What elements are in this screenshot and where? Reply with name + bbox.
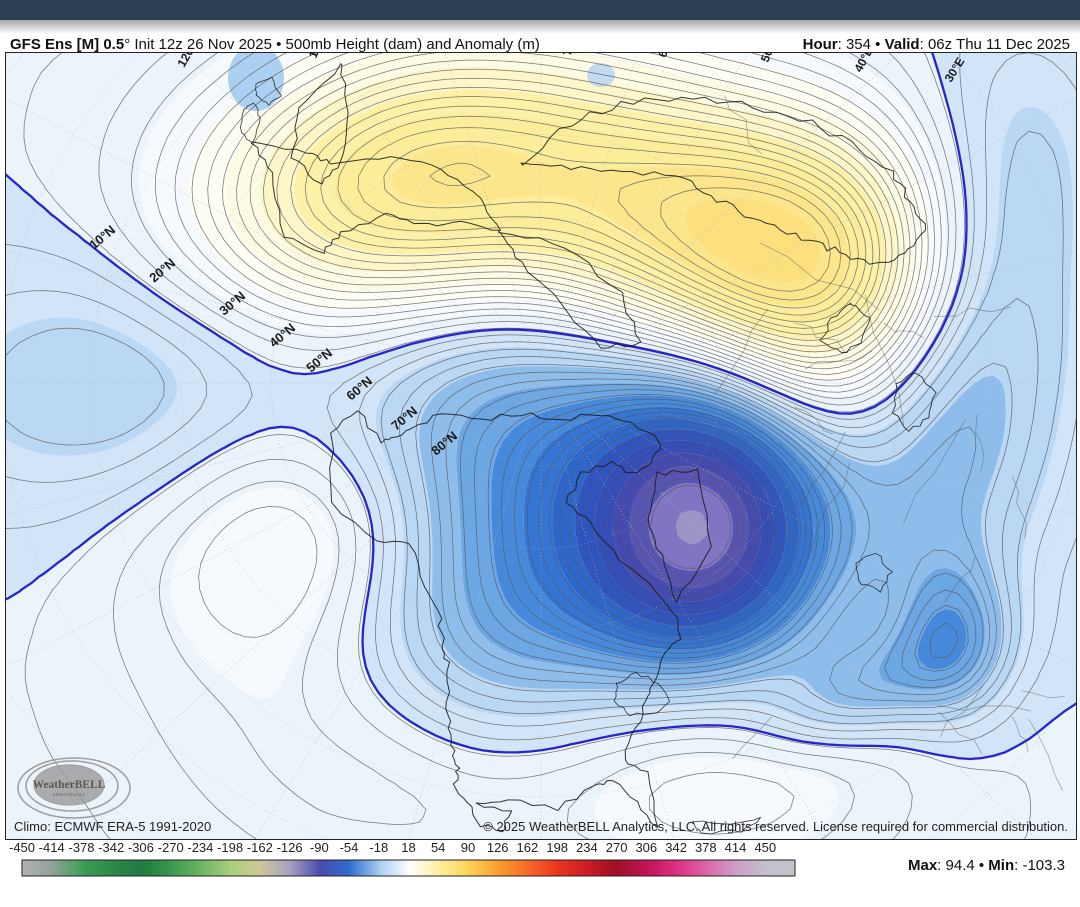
svg-text:-198: -198 [217, 840, 243, 855]
svg-text:90: 90 [461, 840, 475, 855]
svg-text:450: 450 [754, 840, 776, 855]
svg-text:Max: 94.4 • Min: -103.3: Max: 94.4 • Min: -103.3 [908, 857, 1065, 874]
svg-text:-378: -378 [68, 840, 94, 855]
svg-text:-270: -270 [158, 840, 184, 855]
svg-text:198: 198 [546, 840, 568, 855]
svg-text:342: 342 [665, 840, 687, 855]
svg-text:126: 126 [487, 840, 509, 855]
svg-text:54: 54 [431, 840, 445, 855]
svg-text:-54: -54 [340, 840, 359, 855]
svg-text:18: 18 [401, 840, 415, 855]
svg-text:-234: -234 [187, 840, 213, 855]
svg-text:270: 270 [606, 840, 628, 855]
svg-text:-90: -90 [310, 840, 329, 855]
svg-text:162: 162 [517, 840, 539, 855]
svg-text:-306: -306 [128, 840, 154, 855]
svg-text:Climo: ECMWF ERA-5 1991-2020: Climo: ECMWF ERA-5 1991-2020 [14, 819, 211, 834]
svg-text:-414: -414 [39, 840, 65, 855]
svg-text:-162: -162 [247, 840, 273, 855]
svg-text:-450: -450 [9, 840, 35, 855]
svg-text:© 2025 WeatherBELL Analytics,: © 2025 WeatherBELL Analytics, LLC. All r… [483, 819, 1068, 834]
svg-text:306: 306 [635, 840, 657, 855]
svg-text:234: 234 [576, 840, 598, 855]
svg-text:WeatherBELL: WeatherBELL [33, 779, 106, 791]
svg-text:-18: -18 [369, 840, 388, 855]
svg-text:378: 378 [695, 840, 717, 855]
svg-text:-126: -126 [277, 840, 303, 855]
svg-text:414: 414 [725, 840, 747, 855]
svg-text:ANALYTICS LLC: ANALYTICS LLC [52, 792, 85, 797]
svg-text:-342: -342 [98, 840, 124, 855]
